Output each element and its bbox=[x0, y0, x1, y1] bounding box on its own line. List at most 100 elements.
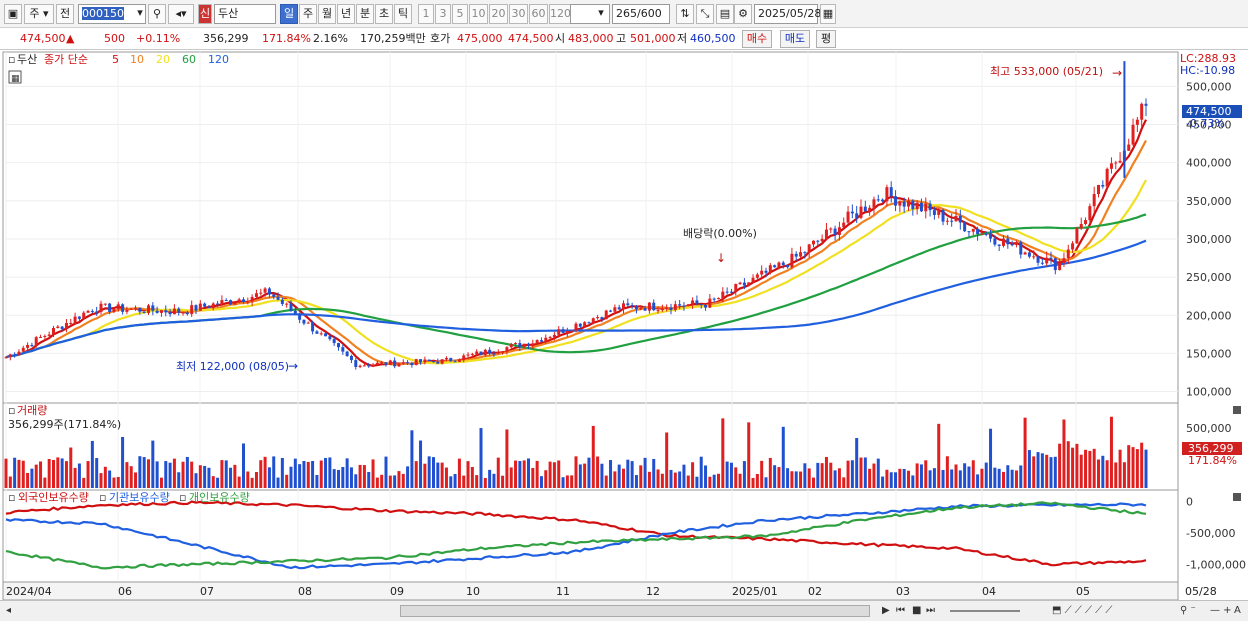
volume-bar bbox=[99, 473, 103, 488]
rewind-icon[interactable]: ⏮ bbox=[896, 605, 905, 616]
candle-body bbox=[315, 331, 319, 334]
volume-bar bbox=[919, 464, 923, 488]
stop-icon[interactable]: ■ bbox=[912, 605, 922, 616]
volume-bar bbox=[997, 468, 1001, 488]
volume-tag-label: 356,299 bbox=[1188, 442, 1234, 455]
volume-bar bbox=[963, 463, 967, 488]
holdings-legend-1: 기관보유수량 bbox=[109, 491, 170, 504]
font-size-icon[interactable]: A bbox=[1234, 605, 1241, 616]
candle-body bbox=[527, 343, 530, 347]
candle-body bbox=[483, 349, 487, 355]
period-tab-4[interactable]: 분 bbox=[356, 4, 374, 24]
holdings-legend-icon[interactable]: ▫ bbox=[99, 491, 106, 504]
volume-bar bbox=[194, 473, 198, 488]
sell-button[interactable]: 매도 bbox=[780, 30, 810, 48]
period-tab-2[interactable]: 월 bbox=[318, 4, 336, 24]
price-y-tick: 200,000 bbox=[1186, 309, 1232, 322]
volume-bar bbox=[846, 460, 850, 488]
calendar-icon[interactable]: ▦ bbox=[820, 4, 836, 24]
tools-icon[interactable]: ⤡ bbox=[696, 4, 714, 24]
low-price: 460,500 bbox=[690, 32, 736, 45]
interval-tab-6[interactable]: 60 bbox=[529, 4, 548, 24]
candle-body bbox=[634, 305, 638, 310]
buy-button[interactable]: 매수 bbox=[742, 30, 772, 48]
candle-body bbox=[522, 343, 526, 348]
candle-body bbox=[591, 318, 595, 324]
volume-bar bbox=[315, 475, 319, 488]
candle-body bbox=[289, 303, 293, 311]
date-field[interactable]: 2025/05/28 bbox=[754, 4, 821, 24]
volume-bar bbox=[436, 462, 440, 488]
period-tab-1[interactable]: 주 bbox=[299, 4, 317, 24]
code-dropdown-icon[interactable]: ▾ bbox=[137, 6, 143, 19]
forward-icon[interactable]: ⏭ bbox=[926, 605, 935, 616]
low-annotation: 최저 122,000 (08/05) bbox=[176, 360, 289, 373]
candle-body bbox=[138, 307, 142, 312]
panel-menu-icon[interactable]: ▫ bbox=[8, 53, 15, 66]
interval-tab-4[interactable]: 20 bbox=[489, 4, 508, 24]
volume-bar bbox=[1006, 465, 1010, 488]
interval-tab-1[interactable]: 3 bbox=[435, 4, 451, 24]
period-tab-6[interactable]: 틱 bbox=[394, 4, 412, 24]
scroll-left-icon[interactable]: ◂ bbox=[6, 605, 12, 616]
window-menu-icon[interactable]: ▣ bbox=[4, 4, 22, 24]
volume-panel-icon[interactable]: ▫ bbox=[8, 404, 15, 417]
interval-tab-2[interactable]: 5 bbox=[452, 4, 468, 24]
scroll-bar[interactable]: ◂ ▶ ⏮ ■ ⏭ ⬒ ⟋ ⟋ ⟋ ⟋ ⟋ ⚲ ⁻ — + A bbox=[0, 600, 1248, 621]
interval-tab-7[interactable]: 120 bbox=[549, 4, 571, 24]
candle-body bbox=[393, 360, 397, 367]
interval-tab-0[interactable]: 1 bbox=[418, 4, 434, 24]
current-price-tag-pct: -0.73% bbox=[1186, 117, 1225, 130]
interval-tab-3[interactable]: 10 bbox=[469, 4, 488, 24]
candle-body bbox=[924, 203, 928, 212]
interval-tab-5[interactable]: 30 bbox=[509, 4, 528, 24]
prev-button[interactable]: 전 bbox=[56, 4, 74, 24]
search-icon[interactable]: ⚲ bbox=[148, 4, 166, 24]
volume-bar bbox=[216, 477, 220, 488]
market-select[interactable]: 주 ▾ bbox=[24, 4, 54, 24]
code-input[interactable]: 000150 bbox=[78, 4, 146, 24]
drawing-tools-icon[interactable]: ⬒ ⟋ ⟋ ⟋ ⟋ ⟋ bbox=[1052, 605, 1113, 616]
volume-bar bbox=[449, 476, 453, 488]
period-tab-0[interactable]: 일 bbox=[280, 4, 298, 24]
candle-body bbox=[453, 361, 457, 363]
price-y-tick: 450,000 bbox=[1186, 118, 1232, 131]
zoom-slider[interactable] bbox=[950, 610, 1020, 612]
candle-body bbox=[384, 362, 388, 366]
save-icon[interactable]: ▤ bbox=[716, 4, 734, 24]
stock-chart[interactable]: → → ↓ 500,000 450,000 400,000 350,000 300,000 2… bbox=[0, 50, 1248, 600]
chart-settings-icon[interactable] bbox=[8, 70, 22, 84]
volume-bar bbox=[414, 461, 418, 488]
scroll-thumb[interactable] bbox=[400, 605, 870, 617]
volume-close-icon[interactable] bbox=[1233, 406, 1241, 414]
candle-body bbox=[470, 353, 474, 355]
avg-button[interactable]: 평 bbox=[816, 30, 836, 48]
zoom-out-icon[interactable]: ⚲ ⁻ bbox=[1180, 605, 1196, 616]
scroll-right-icon[interactable]: ▶ bbox=[882, 605, 890, 616]
period-tab-5[interactable]: 초 bbox=[375, 4, 393, 24]
volume-bar bbox=[660, 473, 664, 488]
holdings-legend-icon[interactable]: ▫ bbox=[179, 491, 186, 504]
volume-bar bbox=[276, 477, 280, 488]
volume-bar bbox=[375, 477, 379, 488]
candle-body bbox=[660, 308, 664, 311]
compare-icon[interactable]: ⇅ bbox=[676, 4, 694, 24]
interval-dropdown-icon[interactable]: ▾ bbox=[598, 6, 604, 19]
count-field[interactable]: 265/600 bbox=[612, 4, 670, 24]
holdings-close-icon[interactable] bbox=[1233, 493, 1241, 501]
candle-body bbox=[1006, 238, 1010, 245]
candle-body bbox=[56, 326, 60, 329]
candle-body bbox=[1101, 184, 1105, 187]
volume-bar bbox=[401, 473, 405, 488]
sound-icon[interactable]: ◂▾ bbox=[168, 4, 194, 24]
candle-body bbox=[574, 323, 578, 331]
stock-name-field[interactable]: 두산 bbox=[214, 4, 276, 24]
volume-bar bbox=[863, 457, 867, 488]
candle-body bbox=[77, 316, 81, 319]
holdings-legend-icon[interactable]: ▫ bbox=[8, 491, 15, 504]
gear-icon[interactable]: ⚙ bbox=[734, 4, 752, 24]
period-tab-3[interactable]: 년 bbox=[337, 4, 355, 24]
zoom-in-icon[interactable]: — + bbox=[1210, 605, 1232, 616]
candle-body bbox=[565, 330, 569, 333]
interval-input[interactable] bbox=[570, 4, 610, 24]
